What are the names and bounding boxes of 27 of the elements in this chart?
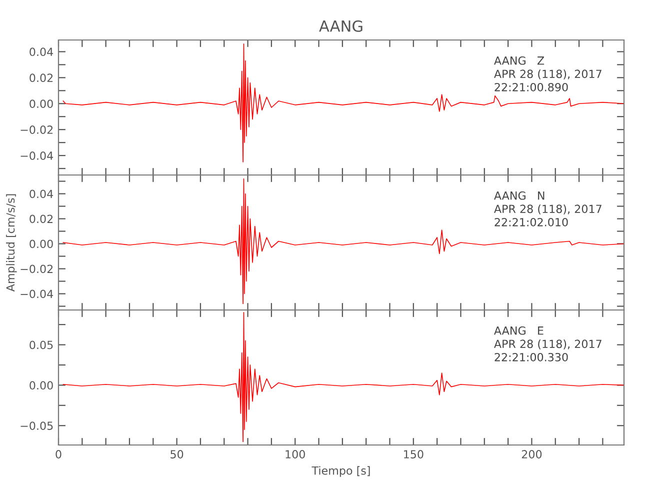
line-series — [62, 312, 624, 442]
annotation: AANG E APR 28 (118), 2017 22:21:00.330 — [494, 326, 602, 362]
line-series — [62, 43, 624, 162]
annotation: AANG Z APR 28 (118), 2017 22:21:00.890 — [494, 56, 602, 92]
y-tick-label: 0.02 — [30, 74, 53, 82]
y-axis-title: Amplitud [cm/s/s] — [6, 194, 17, 292]
y-tick-label: −0.05 — [20, 422, 53, 430]
x-tick-label: 200 — [522, 450, 542, 458]
y-tick-label: 0.00 — [30, 100, 53, 108]
y-tick-label: 0.00 — [30, 240, 53, 248]
y-tick-label: 0.02 — [30, 214, 53, 224]
y-tick-label: 0.05 — [30, 340, 53, 350]
y-tick-label: −0.04 — [20, 290, 54, 298]
y-tick-label: −0.02 — [20, 264, 53, 274]
x-tick-label: 50 — [170, 450, 184, 458]
y-tick-label: 0.04 — [30, 190, 54, 198]
x-tick-label: 0 — [56, 450, 62, 458]
x-tick-label: 100 — [286, 450, 305, 458]
x-axis-title: Tiempo [s] — [312, 466, 370, 477]
y-tick-label: −0.02 — [20, 126, 53, 134]
y-tick-label: −0.04 — [20, 152, 54, 160]
chart-title: AANG — [319, 20, 362, 32]
line-series — [62, 178, 624, 304]
x-tick-label: 150 — [404, 450, 424, 458]
annotation: AANG N APR 28 (118), 2017 22:21:02.010 — [494, 191, 602, 226]
y-tick-label: 0.00 — [30, 381, 53, 390]
y-tick-label: 0.04 — [30, 48, 54, 56]
